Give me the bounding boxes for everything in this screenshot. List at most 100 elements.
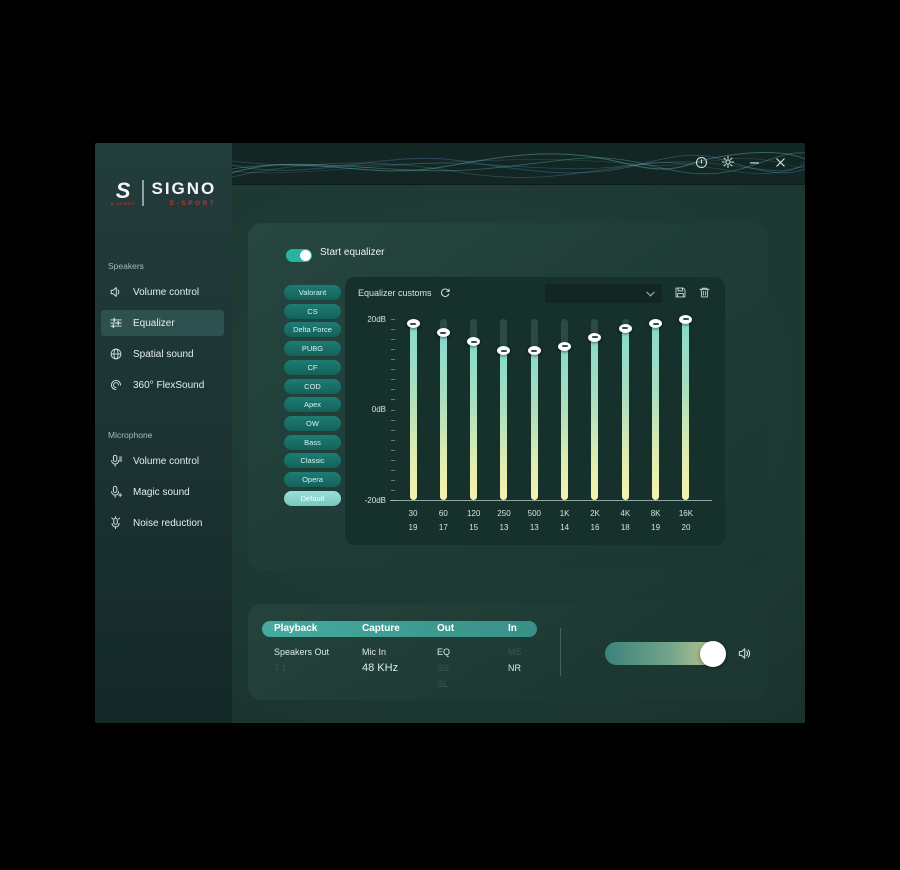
status-cell: Mic In xyxy=(362,647,387,657)
status-cell: EQ xyxy=(437,647,451,657)
preset-opera[interactable]: Opera xyxy=(284,472,341,487)
eq-frequency-label: 16K xyxy=(678,509,694,518)
sidebar-item-label: Magic sound xyxy=(133,486,190,498)
eq-frequency-label: 8K xyxy=(650,509,661,518)
sidebar-item-volume-control[interactable]: Volume control xyxy=(101,279,224,305)
status-column-in: MS NR xyxy=(508,644,522,676)
eq-slider-fill xyxy=(621,328,629,500)
delete-custom-button[interactable] xyxy=(698,286,711,299)
y-axis-tick xyxy=(391,339,395,341)
wave-decoration xyxy=(232,152,805,178)
y-axis-tick xyxy=(391,369,395,371)
info-icon xyxy=(695,156,708,169)
eq-slider-knob[interactable] xyxy=(558,341,572,351)
equalizer-panel: Equalizer customs xyxy=(345,277,725,545)
sidebar-item-360-flexsound[interactable]: 360° FlexSound xyxy=(101,372,224,398)
speaker-icon xyxy=(109,285,123,299)
y-axis-tick xyxy=(391,389,395,391)
settings-button[interactable] xyxy=(721,155,735,169)
save-custom-button[interactable] xyxy=(674,286,687,299)
custom-preset-select[interactable] xyxy=(545,284,662,303)
eq-slider-knob[interactable] xyxy=(679,314,693,324)
divider xyxy=(560,628,561,676)
sidebar-item-volume-control[interactable]: Volume control xyxy=(101,448,224,474)
sidebar-section-label: Speakers xyxy=(108,261,144,271)
equalizer-customs-row: Equalizer customs xyxy=(358,287,451,299)
eq-slider-knob[interactable] xyxy=(588,332,602,342)
eq-band-16k: 16K 20 xyxy=(671,314,701,537)
speaker-icon[interactable] xyxy=(737,646,752,661)
eq-band-8k: 8K 19 xyxy=(641,319,671,537)
preset-valorant[interactable]: Valorant xyxy=(284,285,341,300)
eq-value-label: 20 xyxy=(681,523,691,532)
eq-slider-fill xyxy=(500,350,508,500)
trash-icon xyxy=(698,286,711,299)
mic-volume-icon xyxy=(109,454,123,468)
eq-frequency-label: 2K xyxy=(590,509,600,518)
preset-cs[interactable]: CS xyxy=(284,303,341,319)
toggle-knob xyxy=(300,250,311,261)
preset-ow[interactable]: OW xyxy=(284,415,341,431)
sidebar-nav: Speakers Volume control Equalizer Spatial s… xyxy=(95,261,232,541)
eq-value-label: 19 xyxy=(651,523,661,532)
y-axis-tick xyxy=(391,449,395,451)
x-axis-line xyxy=(390,500,712,501)
volume-knob[interactable] xyxy=(700,640,726,667)
equalizer-customs-label: Equalizer customs xyxy=(358,288,432,298)
volume-slider[interactable] xyxy=(605,640,726,667)
logo-divider xyxy=(142,180,145,206)
status-header-in: In xyxy=(508,623,517,634)
preset-classic[interactable]: Classic xyxy=(284,453,341,469)
sidebar-item-magic-sound[interactable]: Magic sound xyxy=(101,479,224,505)
preset-delta-force[interactable]: Delta Force xyxy=(284,322,341,338)
preset-apex[interactable]: Apex xyxy=(284,397,341,413)
minimize-button[interactable] xyxy=(748,156,761,169)
eq-slider-knob[interactable] xyxy=(497,346,511,356)
logo-mark: S E-SPORT xyxy=(110,177,136,206)
equalizer-card: Start equalizer Valorant CS Delta Force PUB… xyxy=(248,223,768,570)
sidebar-item-label: Noise reduction xyxy=(133,517,203,529)
logo-s-glyph: S xyxy=(115,177,131,203)
status-cell: 7.1 xyxy=(274,663,287,673)
eq-slider-knob[interactable] xyxy=(649,319,663,329)
start-equalizer-toggle[interactable] xyxy=(286,249,312,262)
eq-slider-fill xyxy=(470,341,478,500)
eq-frequency-label: 250 xyxy=(497,509,511,518)
eq-band-120: 120 15 xyxy=(459,319,489,537)
flexsound-icon xyxy=(109,378,123,392)
close-icon xyxy=(774,156,787,169)
info-button[interactable] xyxy=(695,156,708,169)
eq-slider-fill xyxy=(530,350,538,500)
logo-subtitle-small: E-SPORT xyxy=(110,200,136,206)
close-button[interactable] xyxy=(774,156,787,169)
save-icon xyxy=(674,286,687,299)
sidebar-item-spatial-sound[interactable]: Spatial sound xyxy=(101,341,224,367)
sidebar-item-label: Spatial sound xyxy=(133,348,194,360)
header-banner xyxy=(232,143,805,185)
sidebar-item-equalizer[interactable]: Equalizer xyxy=(101,310,224,336)
sidebar-item-noise-reduction[interactable]: Noise reduction xyxy=(101,510,224,536)
sidebar-section-microphone: Microphone Volume control Magic sound Noise… xyxy=(95,430,232,536)
preset-cf[interactable]: CF xyxy=(284,359,341,375)
eq-slider-fill xyxy=(561,346,569,500)
preset-cod[interactable]: COD xyxy=(284,378,341,394)
status-cell: MS xyxy=(508,647,522,657)
eq-slider-knob[interactable] xyxy=(527,346,541,356)
y-axis-tick xyxy=(391,479,395,481)
preset-bass[interactable]: Bass xyxy=(284,434,341,450)
sidebar-item-label: Volume control xyxy=(133,455,200,467)
status-column-out: EQ SS SL xyxy=(437,644,450,692)
eq-slider-knob[interactable] xyxy=(467,337,481,347)
y-axis-tick xyxy=(391,319,395,320)
eq-slider-knob[interactable] xyxy=(436,328,450,338)
main-area: Start equalizer Valorant CS Delta Force PUB… xyxy=(232,143,805,723)
preset-pubg[interactable]: PUBG xyxy=(284,341,341,357)
y-axis-tick xyxy=(391,329,395,331)
eq-slider-knob[interactable] xyxy=(406,319,420,329)
preset-default[interactable]: Default xyxy=(284,490,341,506)
eq-slider-knob[interactable] xyxy=(618,323,632,333)
refresh-icon[interactable] xyxy=(439,287,451,299)
eq-value-label: 15 xyxy=(469,523,479,532)
eq-slider-fill xyxy=(591,337,599,500)
y-axis-tick xyxy=(391,359,395,361)
